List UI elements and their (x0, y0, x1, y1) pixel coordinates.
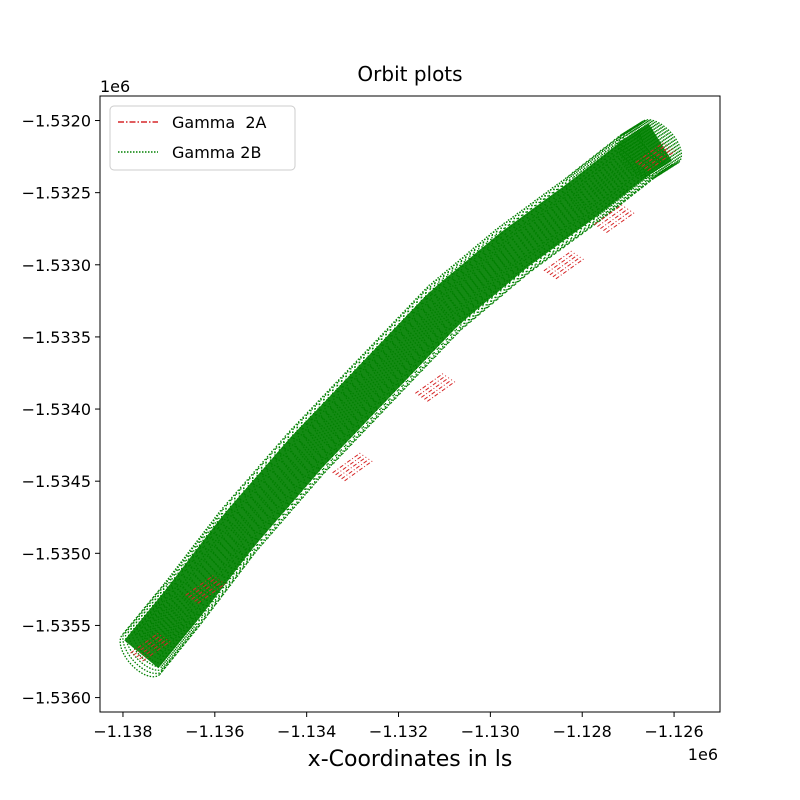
orbit-segment-2a (421, 376, 450, 398)
orbit-segment-2a (197, 582, 226, 604)
orbit-segment-2a (188, 576, 217, 598)
orbit-segment-2a (606, 212, 635, 234)
y-tick-label: −1.5330 (22, 256, 91, 275)
series-gamma-2a (130, 142, 676, 662)
y-tick-label: −1.5345 (22, 472, 91, 491)
x-tick-label: −1.136 (185, 722, 244, 741)
orbit-segment-2a (142, 640, 171, 662)
orbit-segment-2a (597, 206, 626, 228)
y-offset-label: 1e6 (100, 77, 130, 96)
x-tick-label: −1.134 (277, 722, 336, 741)
orbit-segment-2a (341, 458, 370, 480)
x-tick-label: −1.128 (553, 722, 612, 741)
legend-label-gamma-2b: Gamma 2B (172, 143, 261, 162)
orbit-segment-2a (600, 208, 629, 230)
orbit-segment-2a (332, 452, 361, 474)
x-tick-label: −1.126 (644, 722, 703, 741)
orbit-segment-2a (594, 204, 623, 226)
x-tick-label: −1.132 (369, 722, 428, 741)
y-tick-label: −1.5320 (22, 112, 91, 131)
orbit-segment-2a (603, 210, 632, 232)
orbit-segment-2a (555, 258, 585, 280)
orbit-segment-2a (641, 146, 670, 168)
orbit-segment-2a (191, 578, 220, 600)
orbit-segment-2a (344, 460, 373, 482)
orbit-segment-2a (644, 148, 673, 170)
x-tick-label: −1.130 (461, 722, 520, 741)
orbit-segment-2a (335, 454, 364, 476)
orbit-segment-2a (139, 638, 168, 660)
series-gamma-2b (119, 119, 683, 678)
legend: Gamma 2A Gamma 2B (109, 105, 296, 171)
series-layer (119, 119, 683, 678)
orbit-segment-2a (647, 150, 676, 172)
orbit-segment-2a (415, 372, 444, 394)
x-axis-label: x-Coordinates in ls (308, 747, 513, 772)
chart-title: Orbit plots (357, 62, 462, 86)
orbit-segment-2a (424, 378, 453, 400)
y-tick-label: −1.5355 (22, 616, 91, 635)
orbit-segment-2a (635, 142, 664, 164)
x-offset-label: 1e6 (688, 745, 718, 764)
y-tick-label: −1.5350 (22, 544, 91, 563)
orbit-segment-2a (185, 574, 214, 596)
y-axis: −1.5320 −1.5325 −1.5330 −1.5335 −1.5340 −1.53… (22, 112, 100, 708)
orbit-segment-2a (338, 456, 367, 478)
y-tick-label: −1.5360 (22, 689, 91, 708)
orbit-segment-2a (194, 580, 223, 602)
orbit-segment-2a (546, 252, 576, 274)
orbit-segment-2a (427, 380, 456, 402)
orbit-band-2b (124, 123, 673, 669)
orbit-segment-2a (543, 250, 573, 272)
orbit-segment-2a (549, 254, 579, 276)
orbit-segment-2a (130, 632, 159, 654)
orbit-segment-2a (136, 636, 165, 658)
orbit-segment-2a (638, 144, 667, 166)
y-tick-label: −1.5325 (22, 184, 91, 203)
orbit-segment-2a (133, 634, 162, 656)
orbit-segment-2a (552, 256, 582, 278)
y-tick-label: −1.5340 (22, 400, 91, 419)
plot-frame (99, 95, 721, 713)
orbit-segment-2a (418, 374, 447, 396)
x-axis: −1.138 −1.136 −1.134 −1.132 −1.130 −1.128 −1.1… (93, 712, 704, 741)
y-tick-label: −1.5335 (22, 328, 91, 347)
legend-label-gamma-2a: Gamma 2A (172, 113, 267, 132)
x-tick-label: −1.138 (93, 722, 152, 741)
